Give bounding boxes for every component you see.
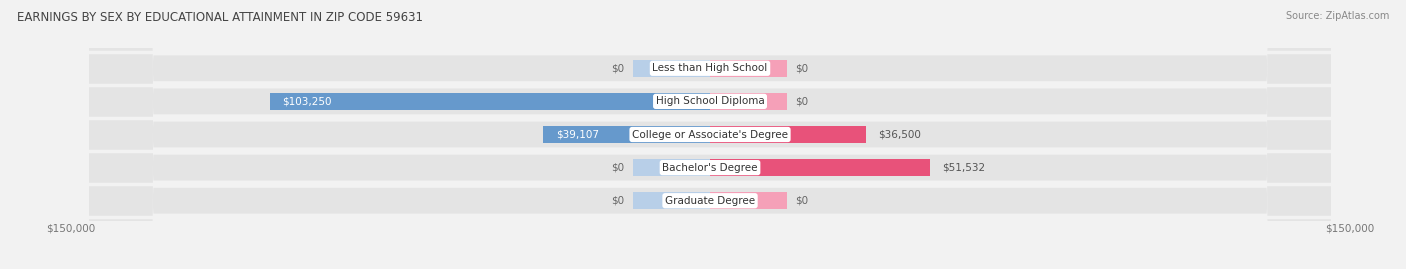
Text: $0: $0 [612, 162, 624, 173]
Text: EARNINGS BY SEX BY EDUCATIONAL ATTAINMENT IN ZIP CODE 59631: EARNINGS BY SEX BY EDUCATIONAL ATTAINMEN… [17, 11, 423, 24]
FancyBboxPatch shape [90, 0, 1330, 269]
Text: $0: $0 [612, 63, 624, 73]
Bar [710, 192, 787, 209]
Bar [270, 93, 710, 110]
Text: $0: $0 [796, 96, 808, 107]
Text: Graduate Degree: Graduate Degree [665, 196, 755, 206]
Text: Bachelor's Degree: Bachelor's Degree [662, 162, 758, 173]
Bar [710, 126, 866, 143]
Bar [633, 192, 710, 209]
Bar [633, 60, 710, 77]
Text: Source: ZipAtlas.com: Source: ZipAtlas.com [1285, 11, 1389, 21]
Text: $103,250: $103,250 [283, 96, 332, 107]
Text: College or Associate's Degree: College or Associate's Degree [633, 129, 787, 140]
Bar [710, 159, 929, 176]
Text: $0: $0 [796, 196, 808, 206]
Text: $39,107: $39,107 [555, 129, 599, 140]
FancyBboxPatch shape [90, 0, 1330, 269]
FancyBboxPatch shape [90, 0, 1330, 269]
Text: $0: $0 [612, 196, 624, 206]
Text: $51,532: $51,532 [942, 162, 986, 173]
Bar [633, 159, 710, 176]
Text: $36,500: $36,500 [879, 129, 921, 140]
Text: High School Diploma: High School Diploma [655, 96, 765, 107]
Text: Less than High School: Less than High School [652, 63, 768, 73]
FancyBboxPatch shape [90, 0, 1330, 269]
FancyBboxPatch shape [90, 0, 1330, 269]
Bar [710, 93, 787, 110]
Bar [710, 60, 787, 77]
Bar [543, 126, 710, 143]
Text: $0: $0 [796, 63, 808, 73]
